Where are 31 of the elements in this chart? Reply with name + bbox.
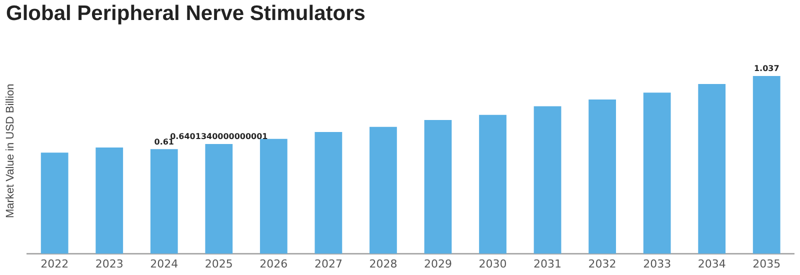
x-tick-label: 2034 xyxy=(698,257,726,270)
bar xyxy=(314,132,342,254)
x-tick-label: 2027 xyxy=(314,257,342,270)
bar xyxy=(588,99,616,254)
bar xyxy=(40,152,68,254)
bar xyxy=(260,138,288,254)
bar xyxy=(205,144,233,254)
x-tick-label: 2025 xyxy=(204,257,233,270)
x-tick-label: 2029 xyxy=(424,257,452,270)
x-tick-label: 2026 xyxy=(260,257,288,270)
y-axis-title: Market Value in USD Billion xyxy=(4,84,17,218)
x-tick-label: 2023 xyxy=(95,257,124,270)
x-tick-label: 2024 xyxy=(150,257,178,270)
bar xyxy=(370,126,397,254)
bar xyxy=(424,120,452,254)
bar xyxy=(479,114,506,254)
bar xyxy=(698,84,726,254)
x-tick-label: 2028 xyxy=(369,257,398,270)
chart-title: Global Peripheral Nerve Stimulators xyxy=(6,2,366,26)
x-tick-label: 2035 xyxy=(752,257,781,270)
data-label: 1.037 xyxy=(754,64,780,74)
bar xyxy=(534,106,562,254)
bar xyxy=(752,76,780,254)
bar xyxy=(96,147,124,254)
x-tick-label: 2033 xyxy=(643,257,672,270)
x-tick-label: 2031 xyxy=(534,257,562,270)
x-tick-label: 2030 xyxy=(478,257,507,270)
bar xyxy=(643,92,671,254)
x-tick-label: 2032 xyxy=(588,257,616,270)
x-tick-label: 2022 xyxy=(40,257,69,270)
bar xyxy=(150,149,178,254)
